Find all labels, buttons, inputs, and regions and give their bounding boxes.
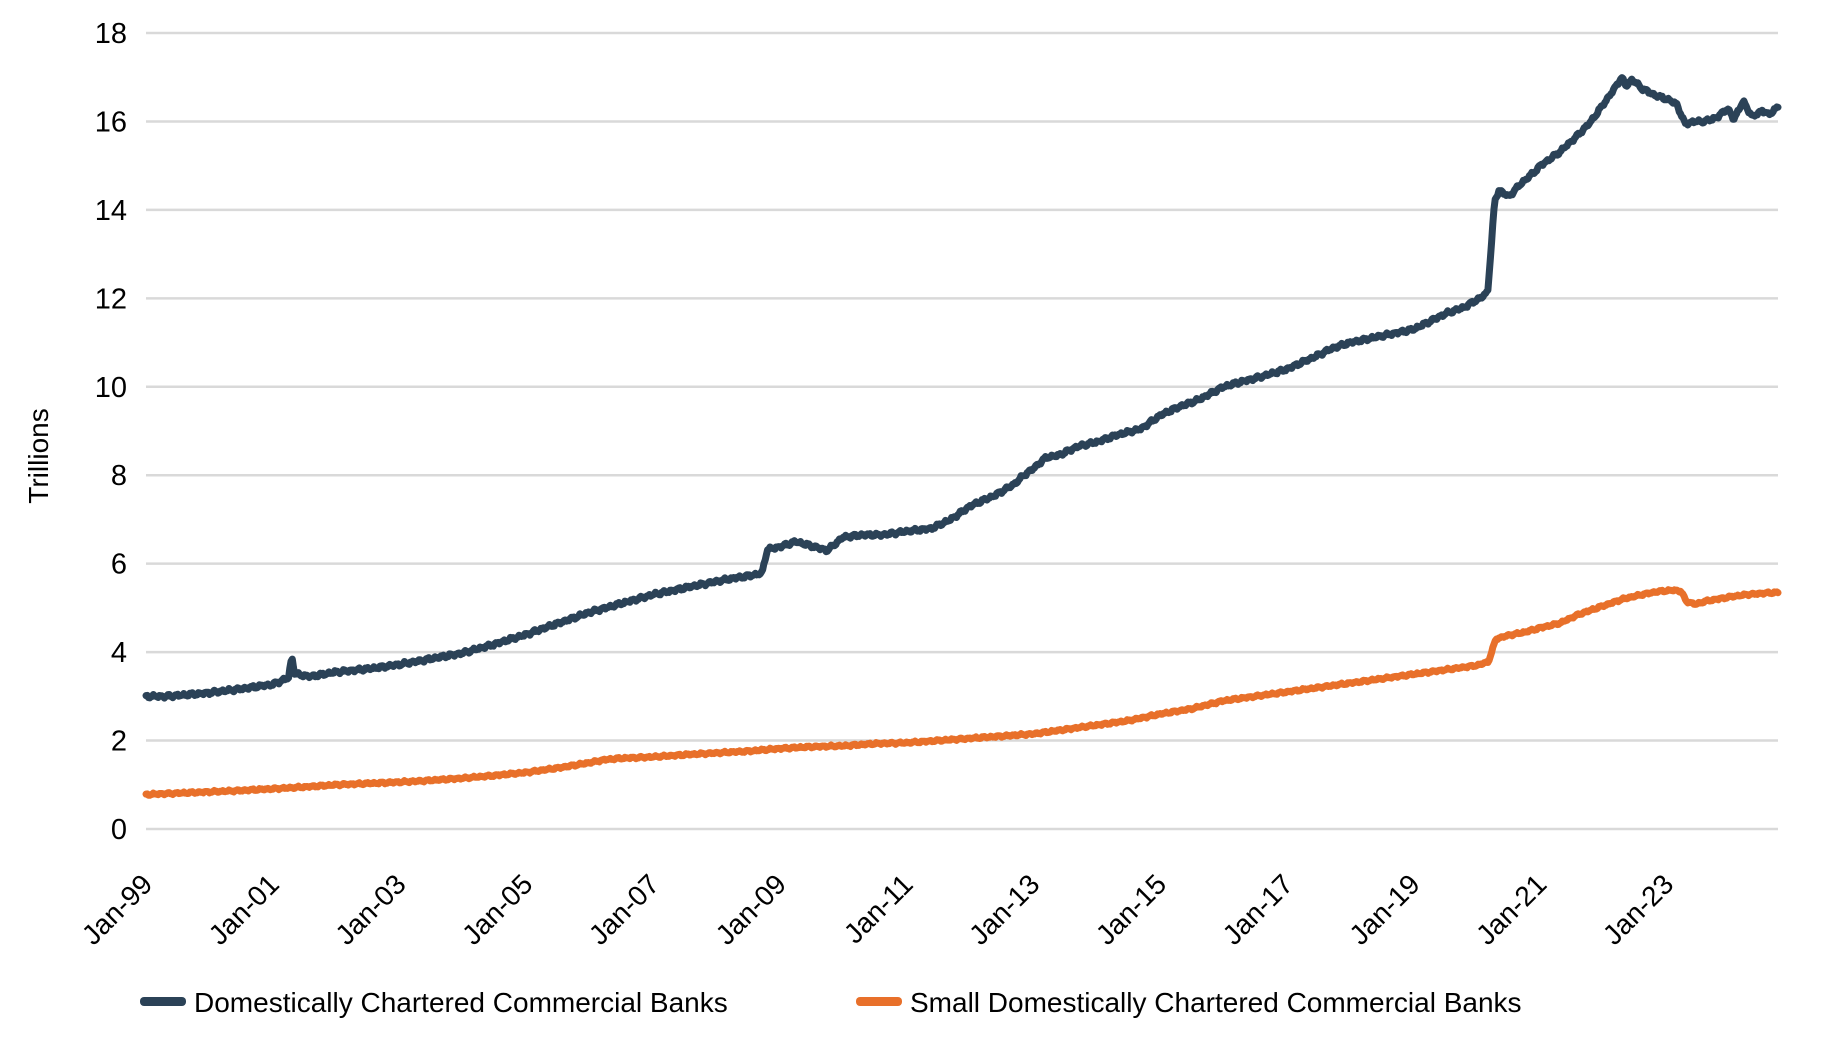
y-tick-label: 4 (111, 637, 127, 669)
legend-label-small-domestic: Small Domestically Chartered Commercial … (910, 987, 1522, 1018)
y-tick-label: 6 (111, 549, 127, 581)
y-tick-label: 10 (95, 372, 127, 404)
y-tick-label: 16 (95, 106, 127, 138)
y-tick-label: 14 (95, 195, 127, 227)
legend-swatch-small-domestic (856, 997, 902, 1006)
legend-label-domestic: Domestically Chartered Commercial Banks (194, 987, 728, 1018)
y-tick-label: 0 (111, 814, 127, 846)
y-tick-label: 18 (95, 18, 127, 50)
y-tick-label: 8 (111, 460, 127, 492)
legend-swatch-domestic (140, 997, 186, 1006)
series-line-small-domestic (142, 586, 1782, 799)
series-lines-group (142, 74, 1782, 799)
chart-legend: Domestically Chartered Commercial Banks … (140, 987, 1522, 1018)
y-axis-title: Trillions (23, 408, 54, 503)
y-axis-tick-labels: 0 2 4 6 8 10 12 14 16 18 (95, 18, 127, 846)
y-tick-label: 2 (111, 726, 127, 758)
y-tick-label: 12 (95, 283, 127, 315)
series-line-domestic (142, 74, 1782, 702)
